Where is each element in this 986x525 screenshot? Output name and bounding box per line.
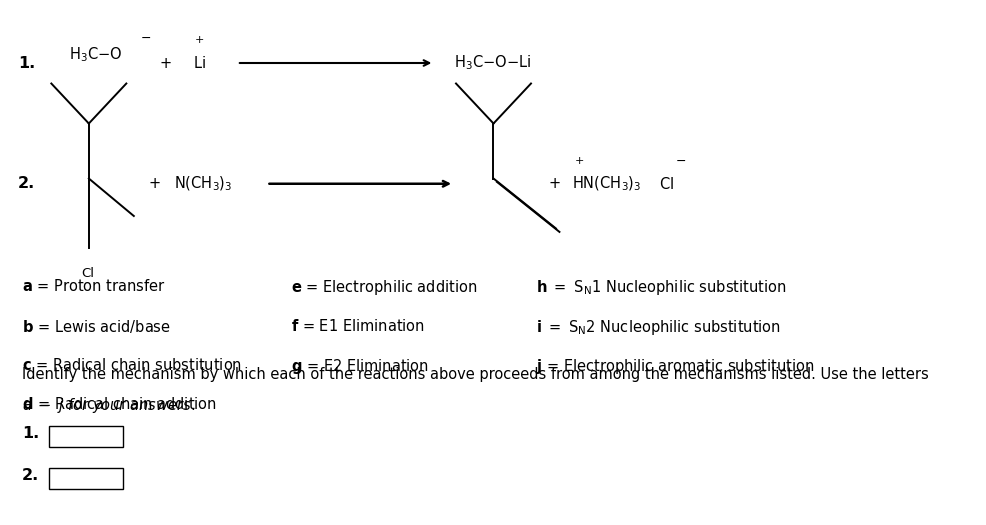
Text: $\mathbf{c}$ = Radical chain substitution: $\mathbf{c}$ = Radical chain substitutio… [22,357,242,373]
Text: $\mathsf{Cl}$: $\mathsf{Cl}$ [659,176,673,192]
Text: $\mathsf{H_3C{-}O}$: $\mathsf{H_3C{-}O}$ [69,46,122,65]
Text: 2.: 2. [22,468,38,482]
Text: $\mathsf{-}$: $\mathsf{-}$ [674,154,685,166]
Text: 1.: 1. [22,426,38,440]
Text: $\mathbf{h}$ $=$ S$_\mathsf{N}$1 Nucleophilic substitution: $\mathbf{h}$ $=$ S$_\mathsf{N}$1 Nucleop… [535,278,786,297]
Text: +: + [148,176,160,191]
Text: +: + [548,176,560,191]
Text: $\mathit{a\ -\ j\ for\ your\ answers.}$: $\mathit{a\ -\ j\ for\ your\ answers.}$ [22,396,195,415]
Text: $\mathsf{-}$: $\mathsf{-}$ [140,32,151,44]
Text: $\mathsf{HN(CH_3)_3}$: $\mathsf{HN(CH_3)_3}$ [572,174,641,193]
Text: +: + [160,56,172,70]
Text: 1.: 1. [18,56,35,70]
Text: $\mathbf{e}$ = Electrophilic addition: $\mathbf{e}$ = Electrophilic addition [291,278,477,297]
Text: Cl: Cl [81,267,94,280]
Text: $\mathsf{+}$: $\mathsf{+}$ [194,34,204,45]
Text: $\mathbf{d}$ = Radical chain addition: $\mathbf{d}$ = Radical chain addition [22,396,216,412]
Text: $\mathbf{f}$ = E1 Elimination: $\mathbf{f}$ = E1 Elimination [291,318,425,333]
Text: $\mathsf{N(CH_3)_3}$: $\mathsf{N(CH_3)_3}$ [174,174,232,193]
Text: $\mathsf{+}$: $\mathsf{+}$ [574,155,584,165]
Text: Identify the mechanism by which each of the reactions above proceeds from among : Identify the mechanism by which each of … [22,368,928,383]
Text: $\mathbf{g}$ = E2 Elimination: $\mathbf{g}$ = E2 Elimination [291,357,429,376]
Text: $\mathsf{Li}$: $\mathsf{Li}$ [193,55,206,71]
Text: $\mathbf{a}$ = Proton transfer: $\mathbf{a}$ = Proton transfer [22,278,166,294]
FancyBboxPatch shape [49,426,123,447]
Text: $\mathbf{b}$ = Lewis acid/base: $\mathbf{b}$ = Lewis acid/base [22,318,171,334]
Text: $\mathsf{H_3C{-}O{-}Li}$: $\mathsf{H_3C{-}O{-}Li}$ [454,54,530,72]
Text: $\mathbf{j}$ = Electrophilic aromatic substitution: $\mathbf{j}$ = Electrophilic aromatic su… [535,357,813,376]
FancyBboxPatch shape [49,468,123,489]
Text: $\mathbf{i}$ $=$ S$_\mathsf{N}$2 Nucleophilic substitution: $\mathbf{i}$ $=$ S$_\mathsf{N}$2 Nucleop… [535,318,780,337]
Text: 2.: 2. [18,176,35,191]
